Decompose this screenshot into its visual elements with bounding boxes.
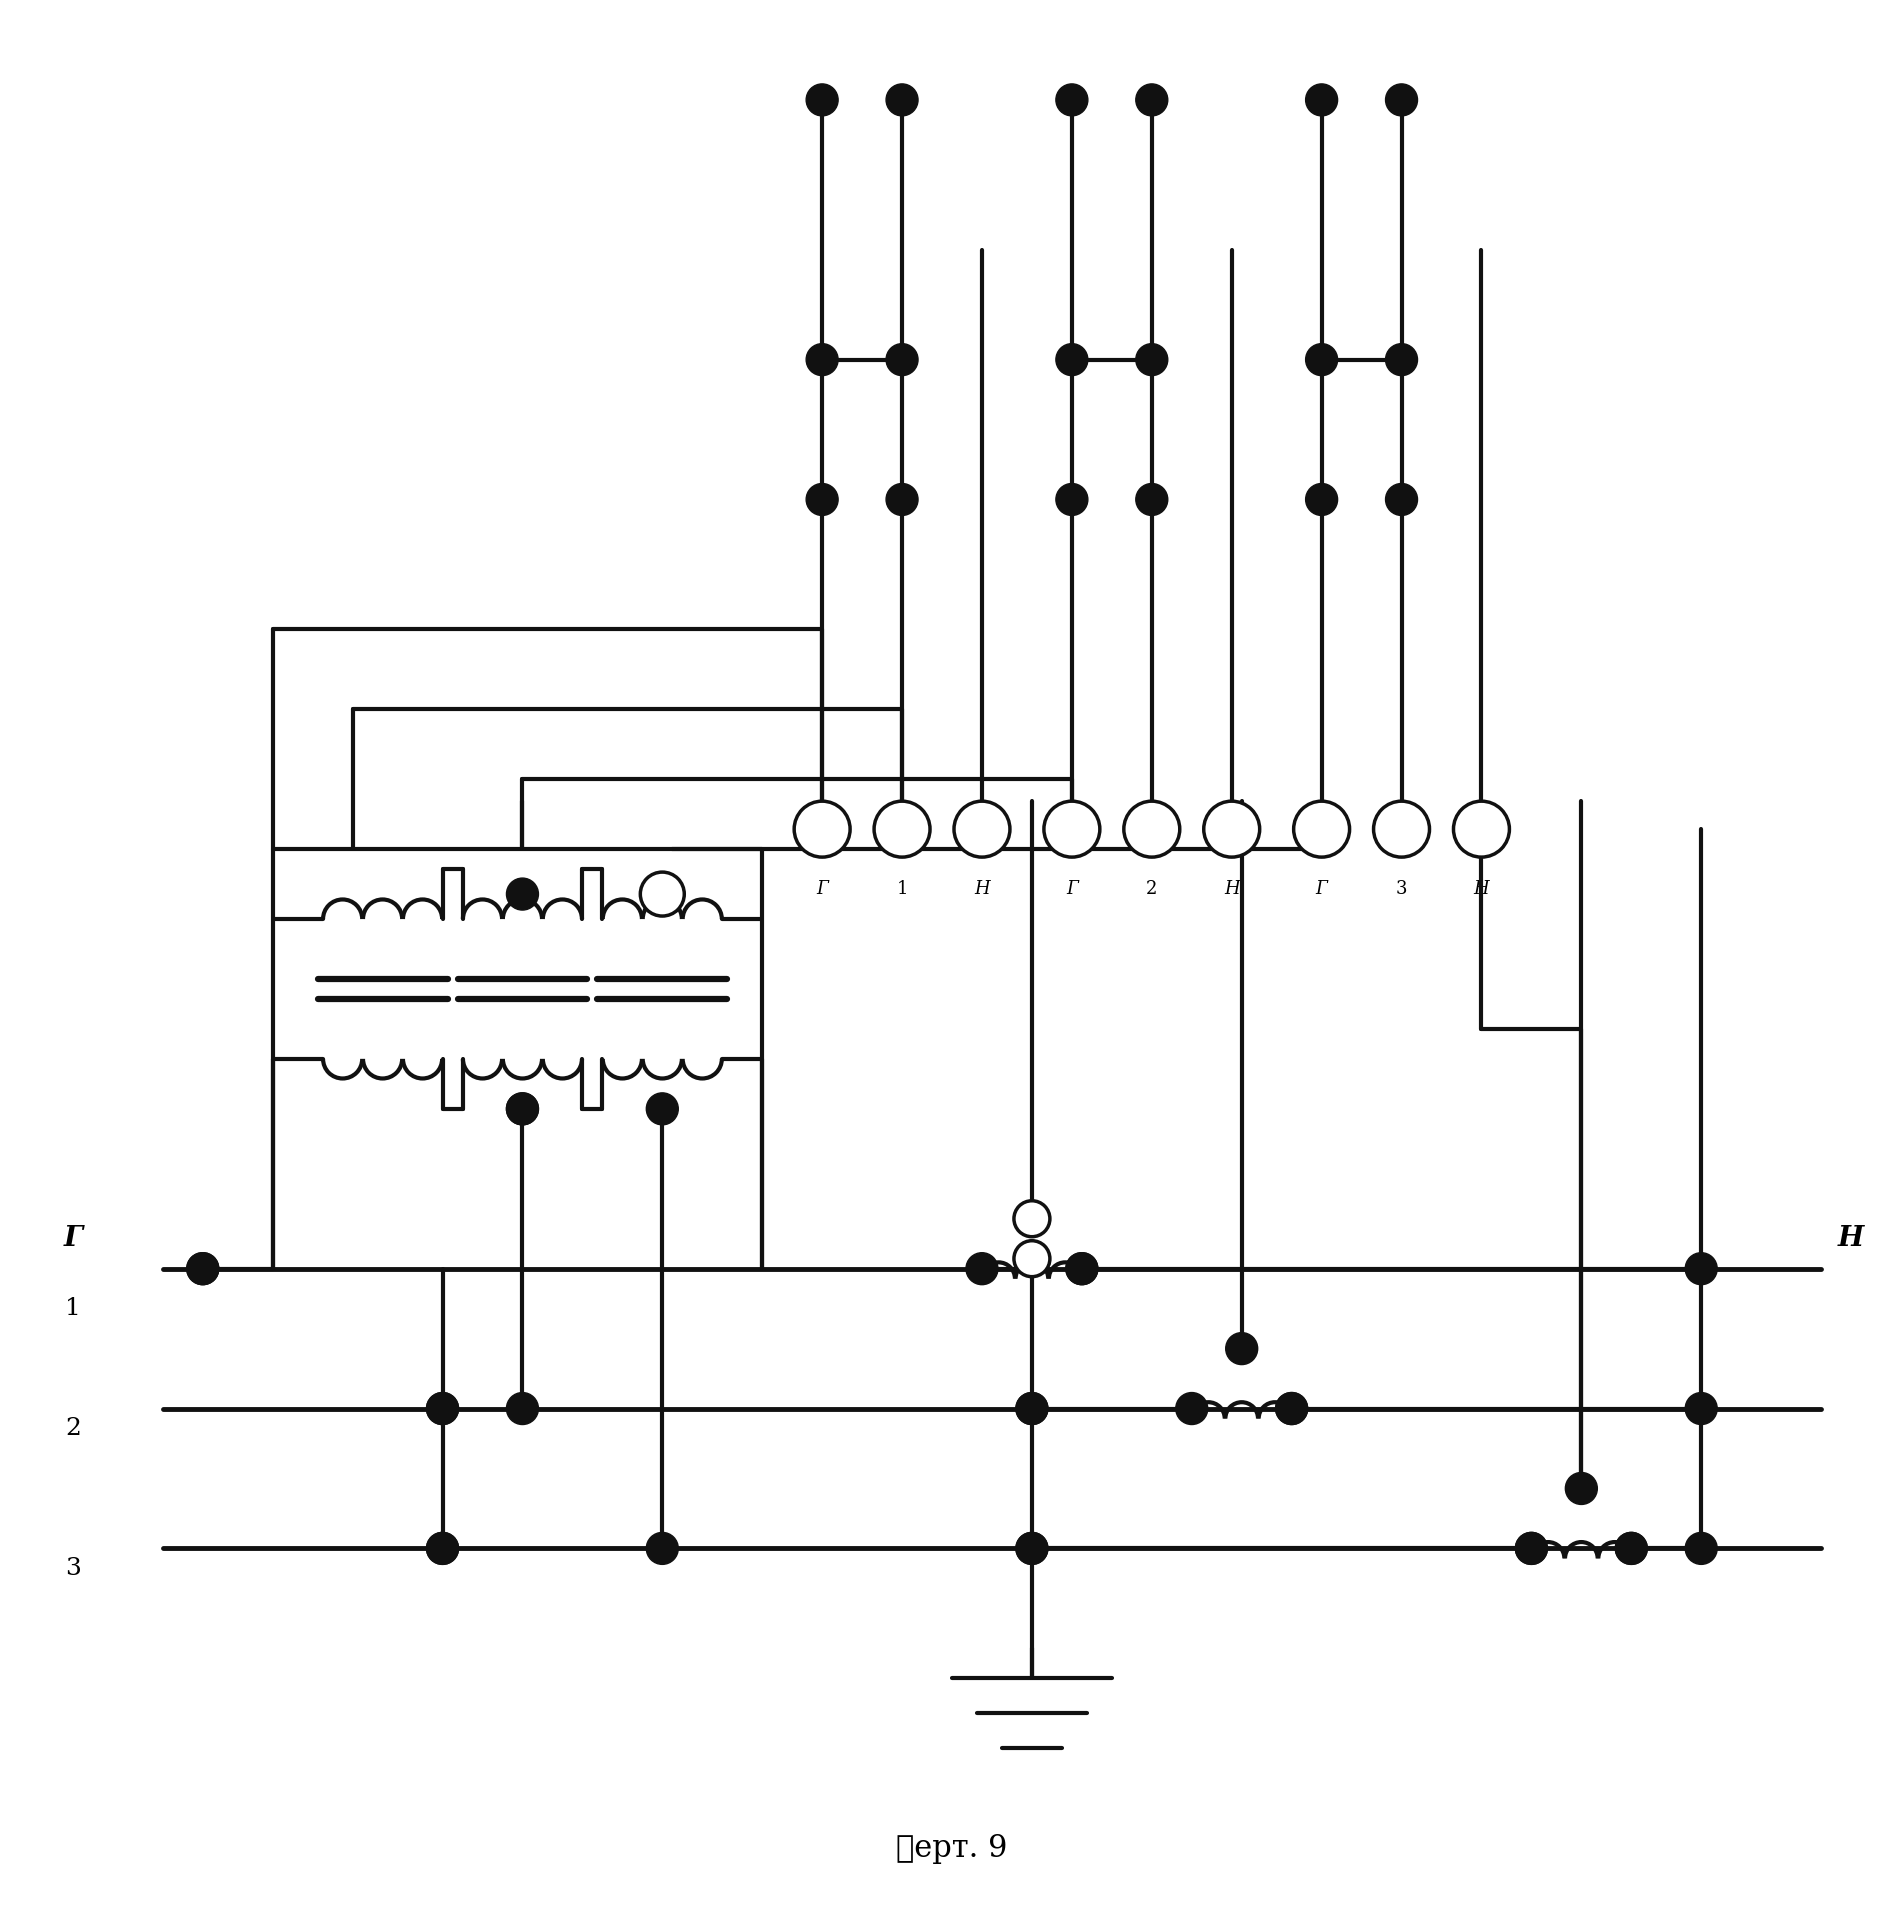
Text: Н: Н [1474,879,1489,898]
Circle shape [805,484,838,515]
Text: 䉾ерт. 9: 䉾ерт. 9 [897,1834,1007,1864]
Text: 2: 2 [65,1417,80,1440]
Circle shape [506,1093,539,1124]
Circle shape [1066,1253,1099,1284]
Circle shape [1017,1392,1047,1425]
Circle shape [794,802,849,858]
Text: 2: 2 [1146,879,1158,898]
Circle shape [1017,1392,1047,1425]
Text: Г: Г [1066,879,1078,898]
Circle shape [645,1093,678,1124]
Text: 1: 1 [65,1298,80,1321]
Circle shape [805,85,838,116]
Circle shape [954,802,1009,858]
Text: 3: 3 [1396,879,1407,898]
Circle shape [1137,484,1167,515]
Text: Г: Г [63,1224,82,1251]
Circle shape [1137,85,1167,116]
Circle shape [645,1533,678,1564]
Circle shape [1293,802,1350,858]
Circle shape [1066,1253,1099,1284]
Circle shape [1685,1533,1717,1564]
Circle shape [426,1533,459,1564]
Circle shape [1386,343,1417,376]
Circle shape [187,1253,219,1284]
Circle shape [1306,343,1339,376]
Circle shape [1057,85,1087,116]
Circle shape [1017,1533,1047,1564]
Circle shape [1306,484,1339,515]
Circle shape [1386,85,1417,116]
Circle shape [1373,802,1430,858]
Text: Н: Н [1224,879,1240,898]
Circle shape [1177,1392,1207,1425]
Circle shape [1453,802,1510,858]
Circle shape [426,1392,459,1425]
Circle shape [1226,1332,1259,1365]
Text: 1: 1 [897,879,908,898]
Text: Н: Н [975,879,990,898]
Text: Н: Н [1837,1224,1864,1251]
Circle shape [1043,802,1101,858]
Circle shape [426,1533,459,1564]
Circle shape [1057,343,1087,376]
Text: Г: Г [1316,879,1327,898]
Circle shape [1516,1533,1548,1564]
Circle shape [965,1253,998,1284]
Circle shape [1276,1392,1308,1425]
Circle shape [1685,1253,1717,1284]
Circle shape [1386,484,1417,515]
Circle shape [1123,802,1180,858]
Circle shape [1565,1473,1597,1504]
Circle shape [885,85,918,116]
Text: 3: 3 [65,1558,80,1579]
Circle shape [1015,1201,1049,1236]
Circle shape [1615,1533,1647,1564]
Circle shape [1276,1392,1308,1425]
Circle shape [874,802,929,858]
Circle shape [187,1253,219,1284]
Circle shape [1685,1392,1717,1425]
Circle shape [1203,802,1260,858]
Circle shape [885,343,918,376]
Circle shape [1015,1242,1049,1276]
Circle shape [1017,1533,1047,1564]
Circle shape [885,484,918,515]
Circle shape [506,1392,539,1425]
Circle shape [805,343,838,376]
Circle shape [1516,1533,1548,1564]
Circle shape [426,1392,459,1425]
Circle shape [1306,85,1339,116]
Circle shape [640,871,684,916]
Circle shape [1615,1533,1647,1564]
Text: Г: Г [817,879,828,898]
Circle shape [506,1093,539,1124]
Circle shape [1137,343,1167,376]
Circle shape [1057,484,1087,515]
Circle shape [506,877,539,910]
